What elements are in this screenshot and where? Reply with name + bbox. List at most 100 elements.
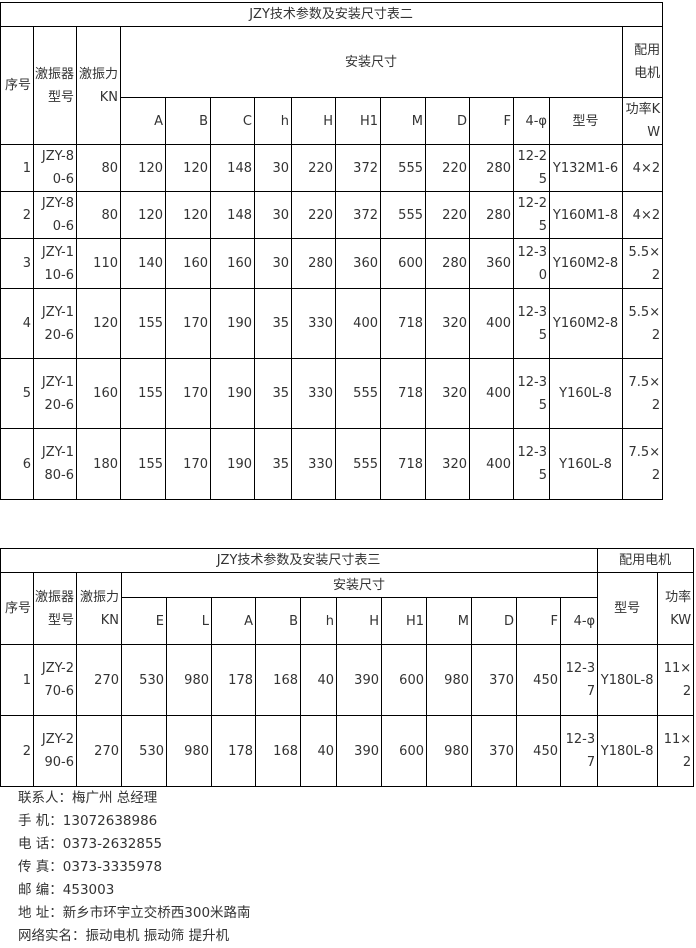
cell-dim: 155 bbox=[120, 288, 166, 359]
cell-dim: 330 bbox=[291, 288, 336, 359]
header-dim: A bbox=[120, 97, 166, 145]
cell-seq: 3 bbox=[0, 238, 34, 289]
cell-dim: 170 bbox=[165, 288, 211, 359]
cell-dim: 400 bbox=[469, 288, 514, 359]
cell-force: 270 bbox=[76, 715, 122, 787]
contact-line: 联系人：梅广州 总经理 bbox=[18, 790, 158, 806]
cell-force: 80 bbox=[76, 191, 121, 239]
cell-dim: 280 bbox=[469, 191, 514, 239]
cell-dim: 35 bbox=[254, 288, 292, 359]
cell-dim: 360 bbox=[469, 238, 514, 289]
header-seq: 序号 bbox=[0, 26, 34, 145]
contact-line: 手 机：13072638986 bbox=[18, 813, 158, 829]
contact-line: 邮 编：453003 bbox=[18, 882, 115, 898]
cell-dim: 400 bbox=[335, 288, 381, 359]
cell-dim: 168 bbox=[255, 644, 301, 716]
header-dim: D bbox=[471, 597, 517, 645]
cell-dim: 30 bbox=[254, 238, 292, 289]
table-row: 5 JZY-120-6 160 155 170 190 35 330 555 718 320 400 1… bbox=[0, 358, 664, 429]
cell-dim: 390 bbox=[336, 715, 382, 787]
cell-dim: 12-35 bbox=[513, 288, 550, 359]
cell-motor-model: Y160M2-8 bbox=[549, 238, 623, 289]
contact-info: 联系人：梅广州 总经理手 机：13072638986 电 话：0373-26328… bbox=[18, 787, 251, 948]
cell-dim: 600 bbox=[380, 238, 426, 289]
cell-motor-model: Y160L-8 bbox=[549, 358, 623, 429]
cell-seq: 6 bbox=[0, 428, 34, 500]
header-dim: E bbox=[121, 597, 167, 645]
cell-motor-model: Y180L-8 bbox=[597, 644, 659, 716]
header-dim: M bbox=[380, 97, 426, 145]
cell-seq: 4 bbox=[0, 288, 34, 359]
cell-power: 4×2 bbox=[621, 191, 664, 239]
cell-dim: 190 bbox=[210, 428, 255, 500]
cell-dim: 170 bbox=[165, 358, 211, 429]
table-row: 3 JZY-110-6 110 140 160 160 30 280 360 600 280 360 1… bbox=[0, 238, 664, 289]
table-row: 1 JZY-270-6 270 530 980 178 168 40 390 600 980 370 4… bbox=[0, 644, 695, 716]
header-install-dims: 安装尺寸 bbox=[120, 26, 623, 98]
cell-dim: 148 bbox=[210, 144, 255, 192]
cell-dim: 280 bbox=[425, 238, 470, 289]
table-title: JZY技术参数及安装尺寸表二 bbox=[0, 2, 664, 27]
cell-dim: 190 bbox=[210, 288, 255, 359]
spec-table-3: JZY技术参数及安装尺寸表三 配用电机 序号 激振器型号 激振力KN 安装尺寸 … bbox=[0, 548, 695, 787]
contact-line: 地 址：新乡市环宇立交桥西300米路南 bbox=[18, 905, 251, 921]
cell-dim: 160 bbox=[165, 238, 211, 289]
header-dim: A bbox=[211, 597, 256, 645]
cell-power: 7.5×2 bbox=[621, 358, 664, 429]
cell-dim: 12-37 bbox=[559, 715, 599, 787]
cell-dim: 320 bbox=[425, 288, 470, 359]
header-dim: B bbox=[255, 597, 301, 645]
cell-dim: 120 bbox=[165, 191, 211, 239]
header-dim: B bbox=[165, 97, 211, 145]
table-row: 6 JZY-180-6 180 155 170 190 35 330 555 718 320 400 1… bbox=[0, 428, 664, 500]
header-dim: H bbox=[291, 97, 336, 145]
table-row: 1 JZY-80-6 80 120 120 148 30 220 372 555 220 280 12-… bbox=[0, 144, 664, 192]
cell-dim: 555 bbox=[335, 428, 381, 500]
cell-seq: 5 bbox=[0, 358, 34, 429]
header-power: 功率KW bbox=[657, 572, 695, 645]
cell-force: 270 bbox=[76, 644, 122, 716]
cell-dim: 330 bbox=[291, 428, 336, 500]
cell-motor-model: Y160L-8 bbox=[549, 428, 623, 500]
header-dim: F bbox=[516, 597, 561, 645]
cell-dim: 40 bbox=[300, 644, 337, 716]
cell-dim: 320 bbox=[425, 358, 470, 429]
contact-line: 传 真：0373-3335978 bbox=[18, 859, 163, 875]
cell-dim: 530 bbox=[121, 644, 167, 716]
cell-dim: 40 bbox=[300, 715, 337, 787]
header-motor-model: 型号 bbox=[597, 572, 659, 645]
cell-dim: 155 bbox=[120, 358, 166, 429]
cell-force: 160 bbox=[76, 358, 121, 429]
cell-dim: 120 bbox=[120, 191, 166, 239]
header-motor: 配用电机 bbox=[597, 548, 695, 573]
cell-seq: 1 bbox=[0, 144, 34, 192]
cell-power: 7.5×2 bbox=[621, 428, 664, 500]
cell-dim: 555 bbox=[335, 358, 381, 429]
cell-motor-model: Y160M1-8 bbox=[549, 191, 623, 239]
header-install-dims: 安装尺寸 bbox=[120, 572, 599, 598]
cell-dim: 450 bbox=[516, 644, 561, 716]
cell-dim: 220 bbox=[291, 144, 336, 192]
cell-force: 180 bbox=[76, 428, 121, 500]
cell-power: 5.5×2 bbox=[621, 288, 664, 359]
cell-power: 11×2 bbox=[657, 715, 695, 787]
cell-dim: 400 bbox=[469, 428, 514, 500]
cell-dim: 220 bbox=[425, 191, 470, 239]
cell-dim: 30 bbox=[254, 191, 292, 239]
cell-dim: 980 bbox=[426, 715, 472, 787]
table-row: 2 JZY-290-6 270 530 980 178 168 40 390 600 980 370 4… bbox=[0, 715, 695, 787]
cell-dim: 718 bbox=[380, 358, 426, 429]
cell-dim: 400 bbox=[469, 358, 514, 429]
cell-dim: 280 bbox=[291, 238, 336, 289]
cell-dim: 220 bbox=[291, 191, 336, 239]
cell-dim: 178 bbox=[211, 644, 256, 716]
cell-power: 5.5×2 bbox=[621, 238, 664, 289]
header-model: 激振器型号 bbox=[33, 572, 77, 645]
cell-power: 11×2 bbox=[657, 644, 695, 716]
cell-dim: 980 bbox=[166, 715, 212, 787]
cell-dim: 12-30 bbox=[513, 238, 550, 289]
cell-dim: 370 bbox=[471, 644, 517, 716]
header-dim: D bbox=[425, 97, 470, 145]
cell-dim: 360 bbox=[335, 238, 381, 289]
cell-dim: 320 bbox=[425, 428, 470, 500]
